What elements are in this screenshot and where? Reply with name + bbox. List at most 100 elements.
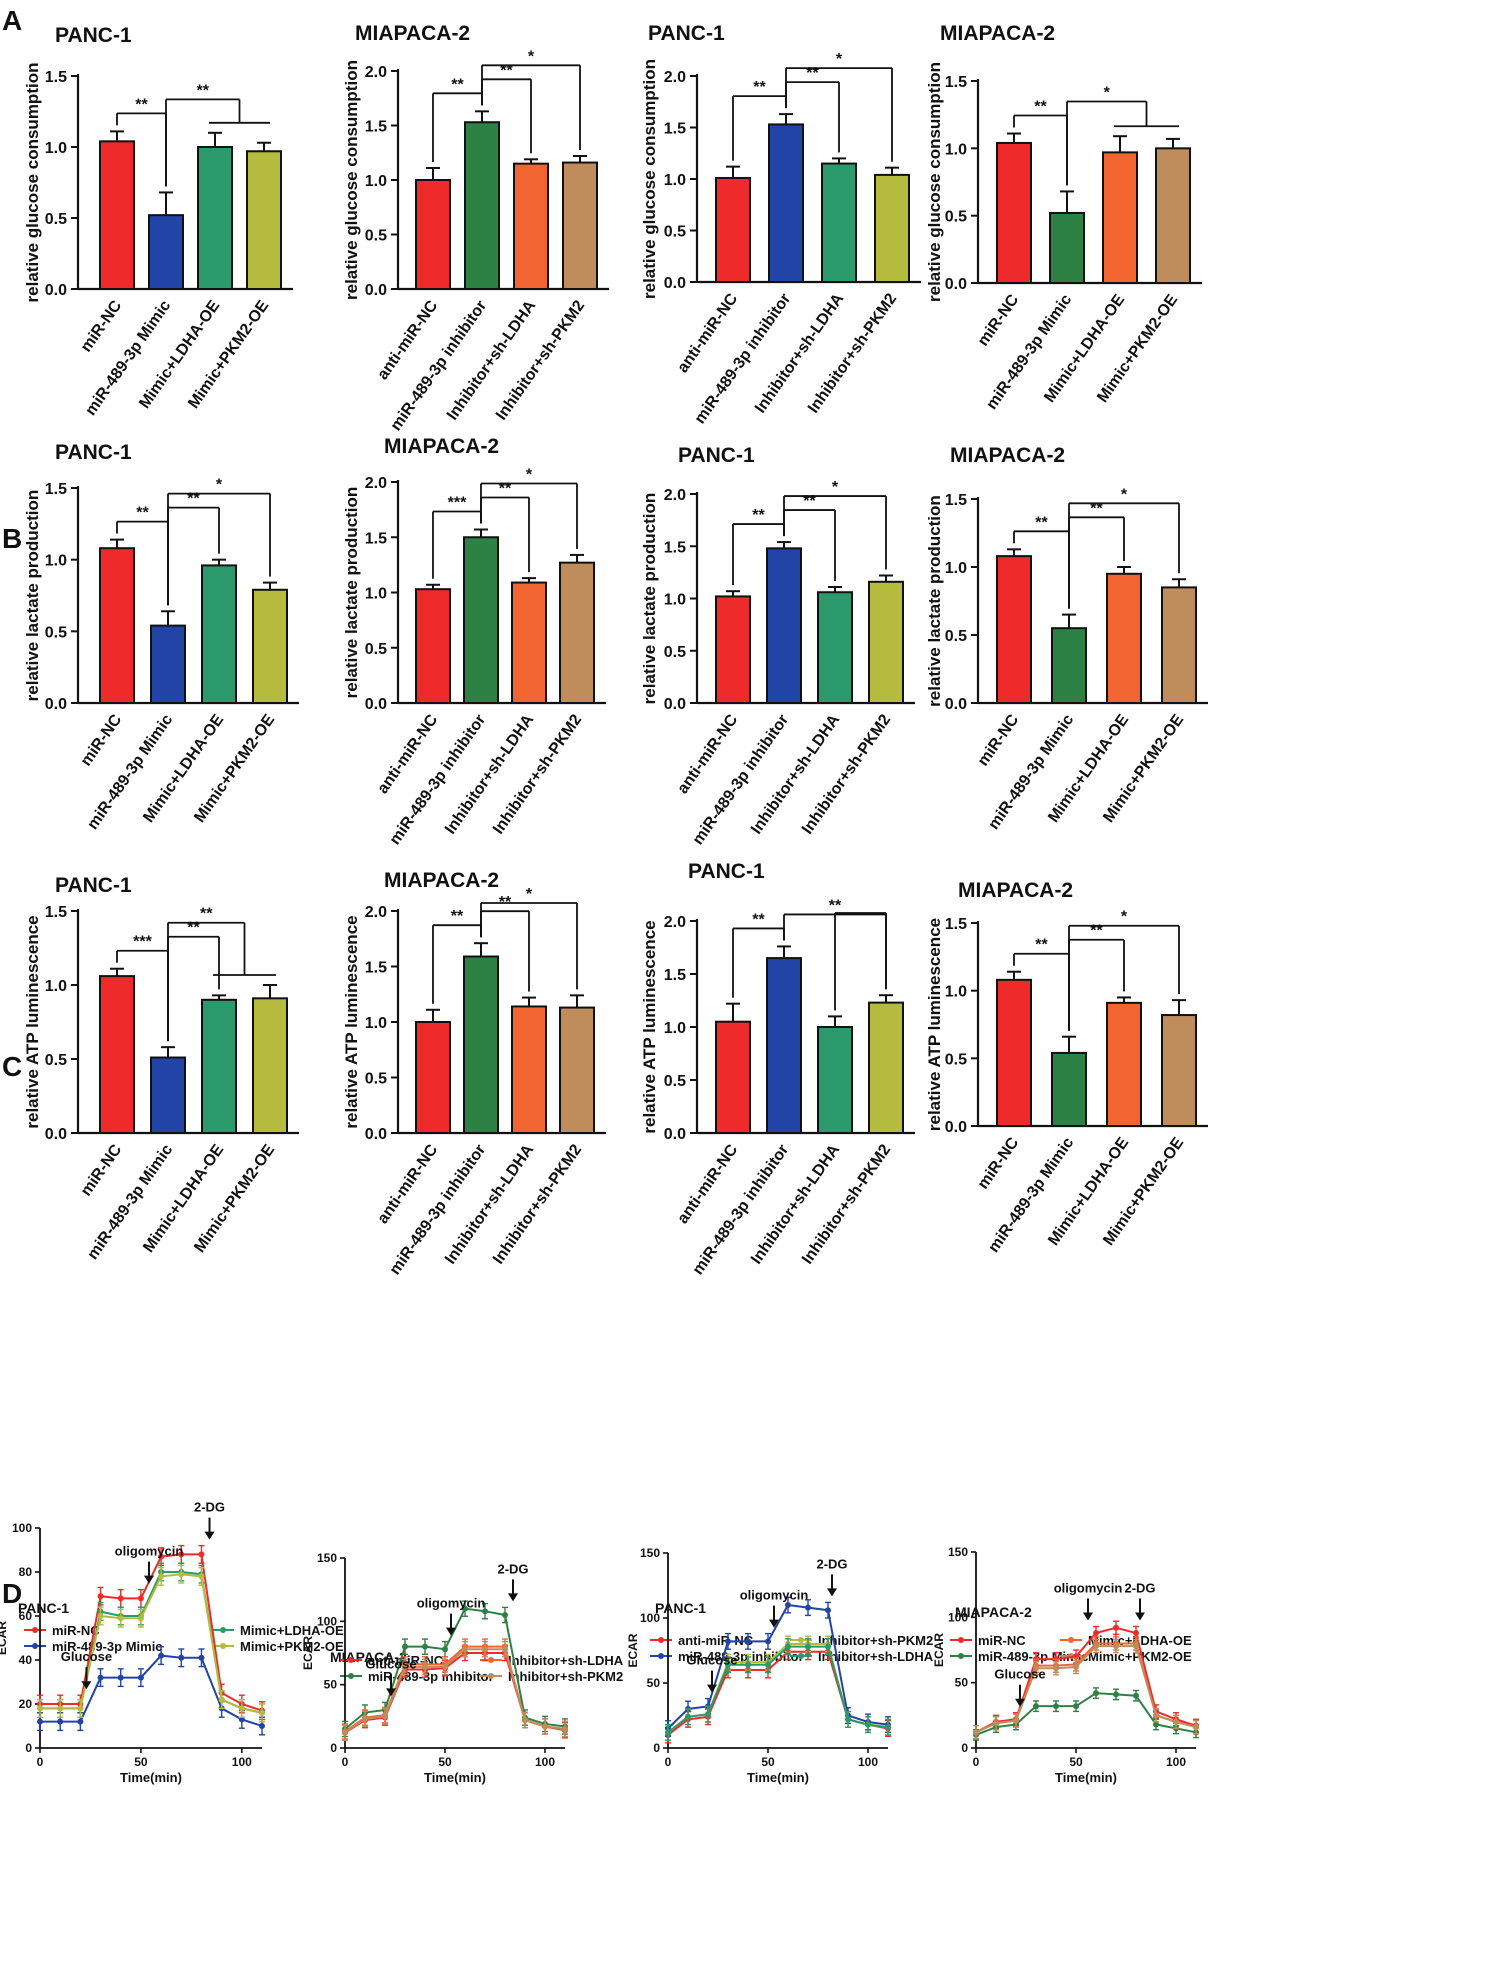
- y-tick-label: 1.0: [664, 172, 686, 189]
- bar: [99, 140, 135, 290]
- chart-title: MIAPACA-2: [940, 22, 1055, 45]
- significance-label: ***: [448, 495, 467, 512]
- legend-swatch-marker: [798, 1637, 804, 1643]
- y-tick-label: 150: [317, 1551, 337, 1565]
- category-label: miR-NC: [975, 1134, 1023, 1192]
- category-label: miR-NC: [975, 291, 1023, 349]
- y-tick-label: 1.0: [664, 1020, 686, 1037]
- injection-label: 2-DG: [1124, 1580, 1155, 1595]
- y-tick-label: 80: [19, 1565, 33, 1579]
- significance-label: **: [752, 507, 765, 524]
- series-line: [667, 1645, 889, 1734]
- legend-swatch-marker: [958, 1653, 964, 1659]
- bar: [252, 588, 288, 704]
- bar: [1106, 1001, 1142, 1128]
- injection-arrow-head: [1015, 1698, 1025, 1707]
- data-point: [117, 1674, 124, 1681]
- bar: [817, 1026, 853, 1134]
- x-axis-label: Time(min): [747, 1770, 809, 1785]
- y-tick-label: 0.5: [664, 644, 686, 661]
- y-tick-label: 0.0: [45, 696, 67, 713]
- x-axis-label: Time(min): [424, 1770, 486, 1785]
- y-tick-label: 0.0: [945, 1119, 967, 1136]
- data-point: [725, 1661, 731, 1668]
- injection-arrow-head: [386, 1688, 396, 1697]
- category-label: miR-NC: [975, 711, 1023, 769]
- y-tick-label: 0.5: [945, 209, 967, 226]
- significance-label: **: [1034, 99, 1047, 116]
- data-point: [342, 1729, 348, 1736]
- data-point: [462, 1646, 468, 1653]
- bar: [463, 955, 499, 1135]
- y-tick-label: 1.0: [365, 1015, 387, 1032]
- bar: [996, 555, 1032, 704]
- y-axis-label: relative ATP luminescence: [925, 918, 944, 1131]
- chart-title: PANC-1: [678, 444, 755, 467]
- x-tick-label: 100: [232, 1755, 252, 1769]
- bar: [1051, 627, 1087, 705]
- y-axis-label: relative lactate production: [925, 495, 944, 707]
- legend-label: miR-NC: [52, 1623, 100, 1638]
- legend-label: miR-489-3p Mimic: [52, 1639, 163, 1654]
- data-point: [1093, 1630, 1099, 1637]
- y-axis-label: relative ATP luminescence: [23, 915, 42, 1128]
- data-point: [117, 1595, 124, 1602]
- significance-label: **: [135, 96, 148, 113]
- legend-swatch-marker: [798, 1653, 804, 1659]
- y-tick-label: 0: [961, 1741, 968, 1755]
- bar: [415, 1021, 451, 1134]
- data-point: [1133, 1692, 1139, 1699]
- data-point: [1113, 1643, 1119, 1650]
- category-label: Inhibitor+sh-LDHA: [442, 1141, 537, 1267]
- chart-title: MIAPACA-2: [384, 435, 499, 458]
- bar: [464, 121, 500, 291]
- data-point: [97, 1593, 104, 1600]
- legend-label: miR-NC: [978, 1633, 1026, 1648]
- data-point: [685, 1713, 691, 1720]
- y-axis-label: relative lactate production: [23, 490, 42, 702]
- injection-arrow-head: [1135, 1612, 1145, 1621]
- bar-chart-c3: PANC-1 relative ATP luminescence 0.0 0.5 1.0…: [640, 860, 915, 1278]
- y-tick-label: 0.0: [945, 696, 967, 713]
- category-label: Inhibitor+sh-PKM2: [799, 711, 894, 837]
- bar: [996, 141, 1032, 284]
- data-point: [198, 1654, 205, 1661]
- y-tick-label: 100: [317, 1614, 337, 1628]
- y-tick-label: 0.0: [664, 696, 686, 713]
- data-point: [865, 1721, 871, 1728]
- significance-label: **: [1035, 937, 1048, 954]
- y-tick-label: 2.0: [365, 64, 387, 81]
- category-label: Inhibitor+sh-PKM2: [799, 1141, 894, 1267]
- bar: [874, 173, 910, 284]
- y-tick-label: 1.5: [945, 916, 967, 933]
- y-tick-label: 2.0: [664, 914, 686, 931]
- data-point: [178, 1551, 185, 1558]
- category-label: Inhibitor+sh-PKM2: [490, 1141, 585, 1267]
- chart-title: PANC-1: [18, 1600, 69, 1616]
- bar: [201, 998, 237, 1134]
- significance-label: **: [451, 76, 464, 93]
- bar: [197, 146, 233, 290]
- y-tick-label: 0.0: [664, 1126, 686, 1143]
- y-tick-label: 1.0: [45, 553, 67, 570]
- bar: [1155, 147, 1191, 284]
- injection-arrow-head: [81, 1681, 92, 1690]
- bar: [821, 162, 857, 283]
- significance-label: **: [451, 908, 464, 925]
- legend-swatch-marker: [488, 1673, 494, 1679]
- legend-swatch-marker: [488, 1657, 494, 1663]
- chart-title: PANC-1: [688, 860, 765, 883]
- data-point: [158, 1652, 165, 1659]
- data-point: [1053, 1665, 1059, 1672]
- legend-swatch-marker: [958, 1637, 964, 1643]
- series-mimic-pkm2-oe: [37, 1564, 265, 1723]
- data-point: [158, 1553, 165, 1560]
- y-tick-label: 1.5: [664, 967, 686, 984]
- data-point: [1093, 1690, 1099, 1697]
- data-point: [442, 1663, 448, 1670]
- y-tick-label: 1.0: [365, 586, 387, 603]
- x-tick-label: 50: [1069, 1755, 1083, 1769]
- series-line: [40, 1573, 263, 1714]
- significance-label: **: [1090, 923, 1103, 940]
- data-point: [178, 1654, 185, 1661]
